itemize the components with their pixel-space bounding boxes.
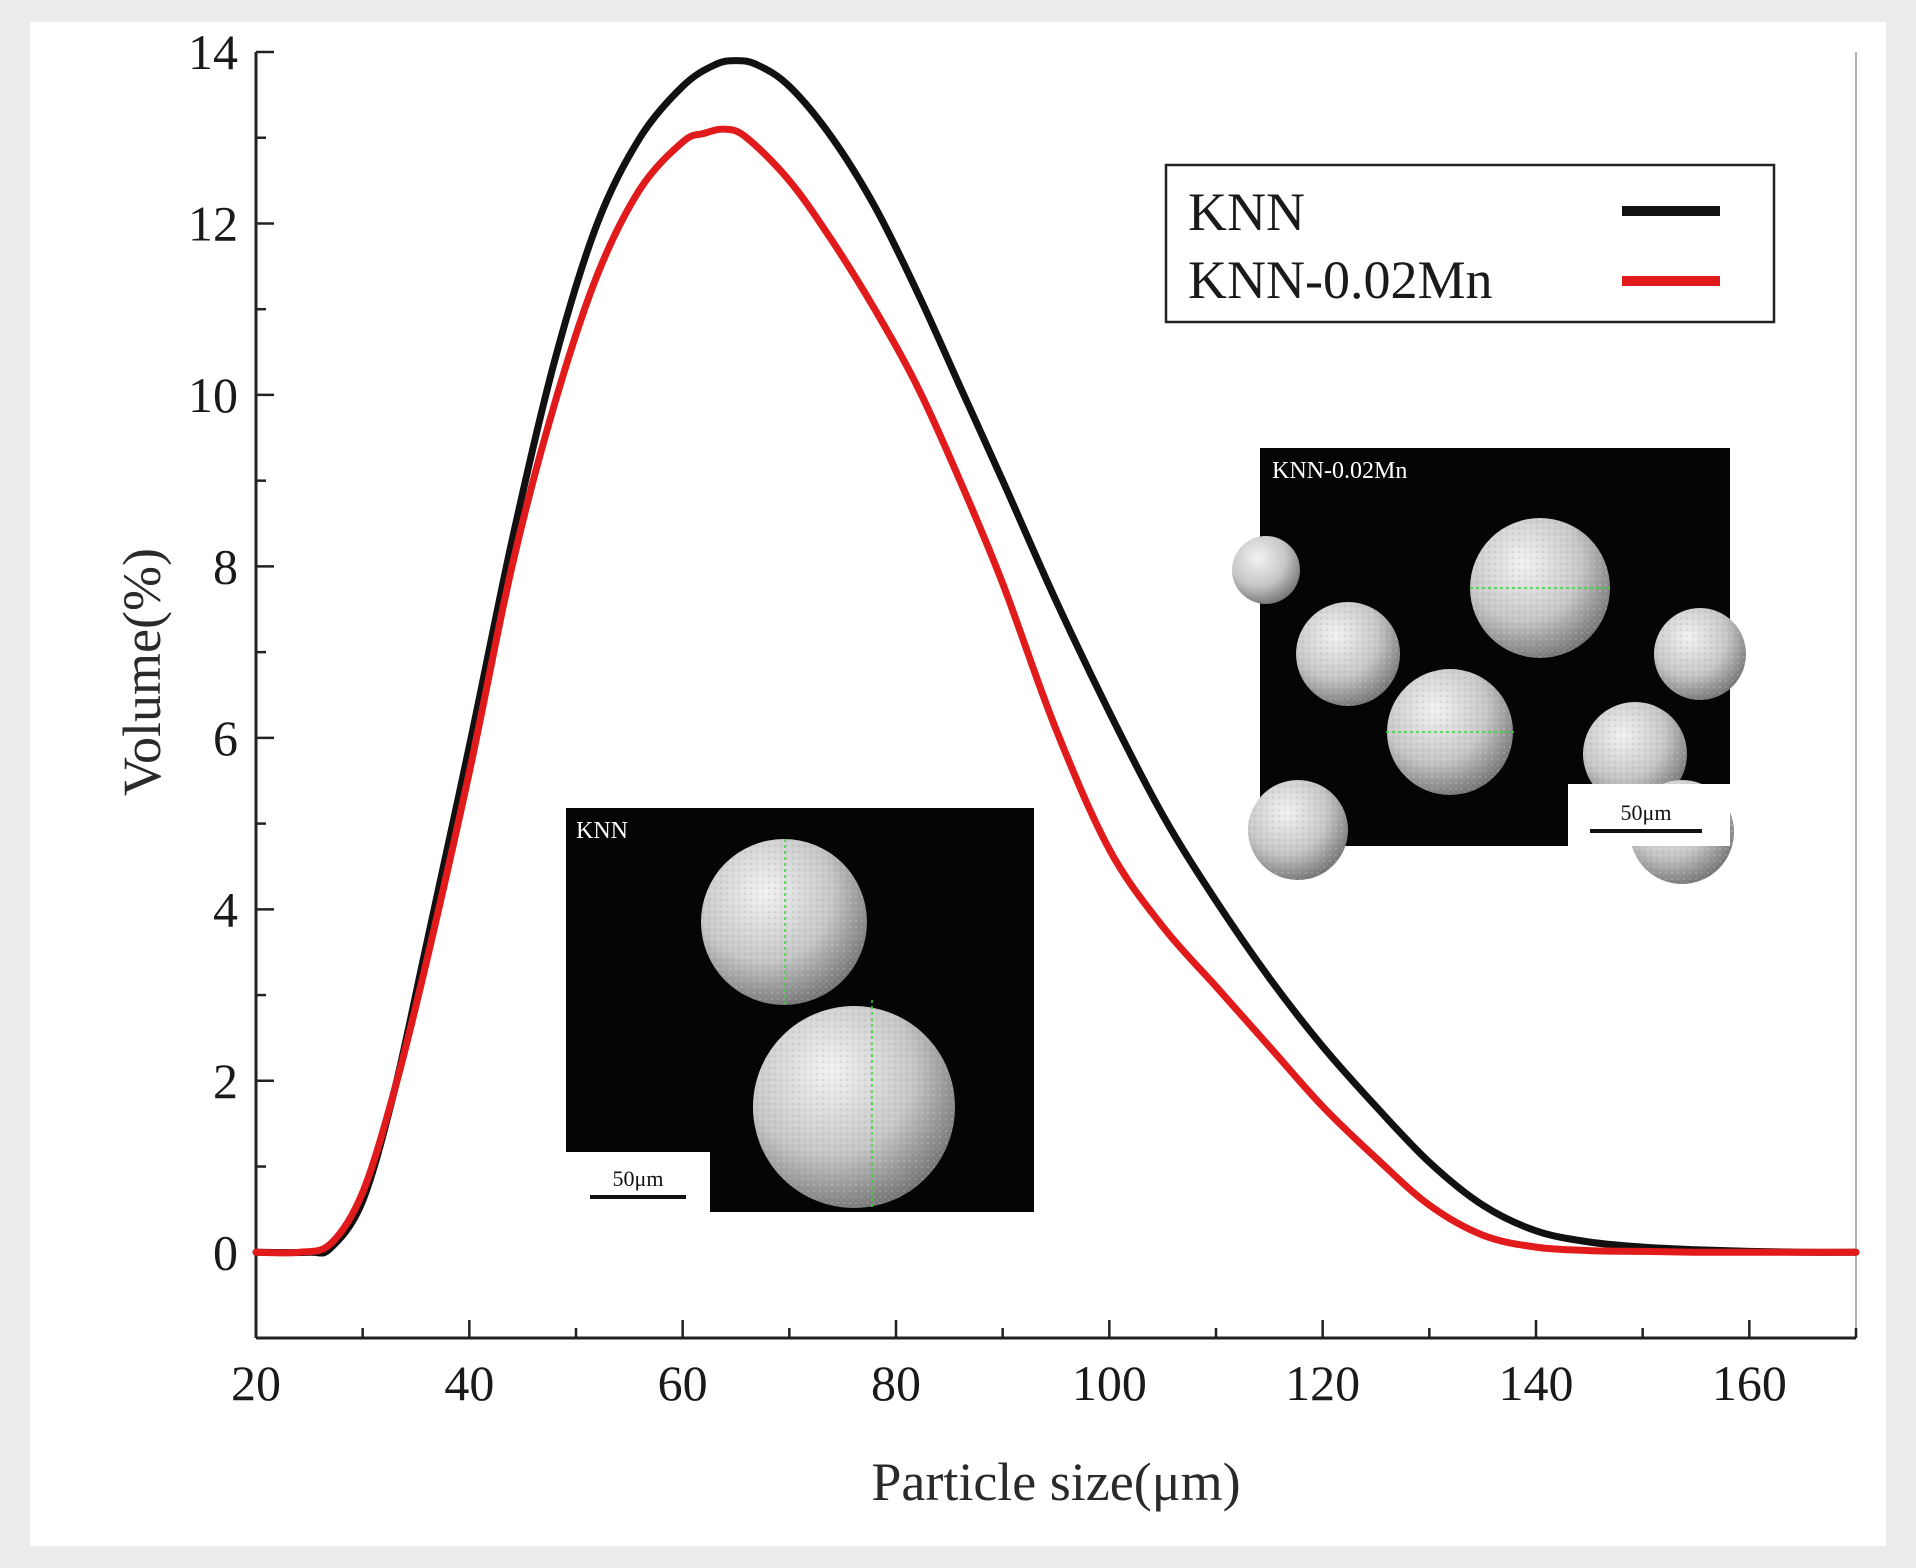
sem-inset-knn: 50μm KNN <box>566 808 1034 1212</box>
y-tick-label: 8 <box>213 538 238 594</box>
legend-label-knn: KNN <box>1188 182 1305 242</box>
x-tick-label: 120 <box>1285 1355 1360 1411</box>
mn-scale-box <box>1568 784 1730 846</box>
x-axis-title: Particle size(μm) <box>871 1452 1240 1512</box>
legend-box <box>1164 163 1776 324</box>
mn-particle-8 <box>1232 536 1300 604</box>
inset-knn-label: KNN <box>576 818 628 844</box>
knn-scale-box <box>566 1152 710 1212</box>
legend: KNN KNN-0.02Mn <box>1164 163 1776 324</box>
y-tick-label: 6 <box>213 710 238 766</box>
plot-frame <box>254 52 1857 1340</box>
mn-particle-2 <box>1296 602 1400 706</box>
x-ticks: 20 40 60 80 100 120 140 160 <box>231 1320 1858 1411</box>
mn-particle-1 <box>1470 518 1610 658</box>
x-tick-label: 140 <box>1499 1355 1574 1411</box>
series-group <box>252 57 1860 1257</box>
y-ticks: 0 2 4 6 8 10 12 14 <box>188 24 274 1340</box>
x-tick-label: 100 <box>1072 1355 1147 1411</box>
mn-scale-label: 50μm <box>1621 800 1672 825</box>
y-tick-label: 10 <box>188 367 238 423</box>
mn-particle-5 <box>1654 608 1746 700</box>
inset-mn-label: KNN-0.02Mn <box>1272 458 1407 484</box>
y-tick-label: 12 <box>188 195 238 251</box>
sem-inset-knn-mn: 50μm KNN-0.02Mn <box>1232 448 1746 884</box>
x-tick-label: 80 <box>871 1355 921 1411</box>
figure: 20 40 60 80 100 120 140 160 0 2 4 6 8 10 12 14 50μm KN… <box>30 22 1886 1546</box>
knn-scale-label: 50μm <box>613 1166 664 1191</box>
particle-size-chart: 20 40 60 80 100 120 140 160 0 2 4 6 8 10 12 14 50μm KN… <box>112 24 1860 1512</box>
y-tick-label: 2 <box>213 1053 238 1109</box>
x-tick-label: 160 <box>1712 1355 1787 1411</box>
legend-label-knn-mn: KNN-0.02Mn <box>1188 250 1493 310</box>
x-tick-label: 20 <box>231 1355 281 1411</box>
mn-particle-3 <box>1387 669 1513 795</box>
y-axis-title: Volume(%) <box>112 548 172 796</box>
y-tick-label: 0 <box>213 1224 238 1280</box>
knn-particle-small <box>701 839 867 1005</box>
mn-particle-4 <box>1583 702 1687 806</box>
y-tick-label: 4 <box>213 881 238 937</box>
knn-particle-large <box>753 1006 955 1208</box>
x-tick-label: 60 <box>658 1355 708 1411</box>
y-tick-label: 14 <box>188 24 238 80</box>
series-line-knn-mn <box>252 125 1860 1257</box>
series-line-knn <box>252 57 1860 1257</box>
mn-particle-6 <box>1248 780 1348 880</box>
x-tick-label: 40 <box>444 1355 494 1411</box>
